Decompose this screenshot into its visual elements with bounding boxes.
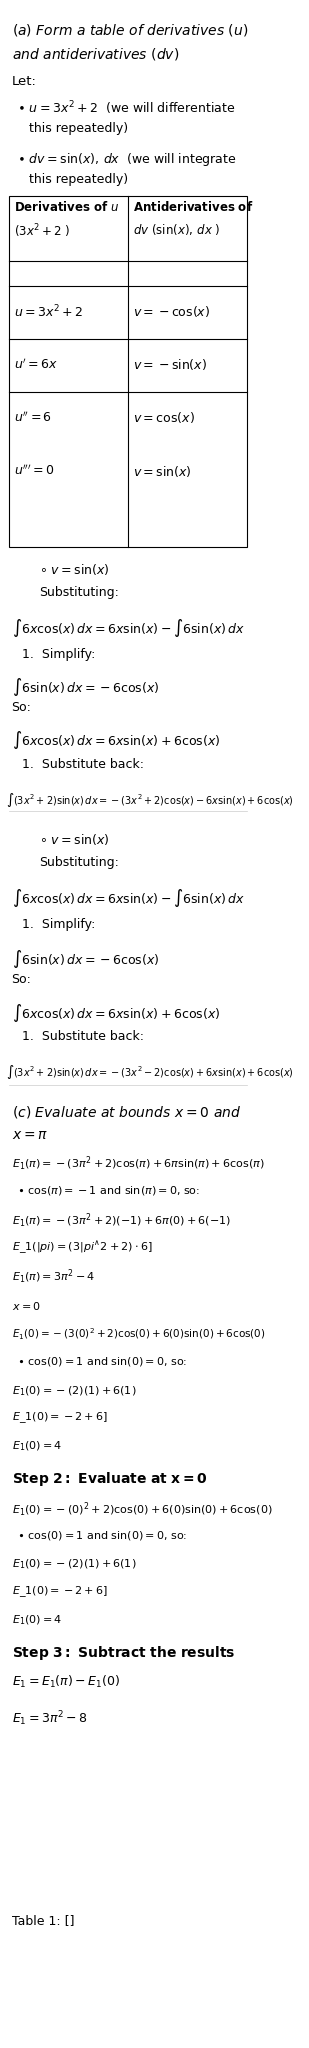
Text: So:: So: <box>11 973 32 985</box>
Text: $\int(3x^2+2)\sin(x)\,dx = -(3x^2+2)\cos(x) - 6x\sin(x)+6\cos(x)$: $\int(3x^2+2)\sin(x)\,dx = -(3x^2+2)\cos… <box>6 791 294 809</box>
Text: Substituting:: Substituting: <box>39 586 119 600</box>
Text: this repeatedly): this repeatedly) <box>29 174 128 186</box>
Text: $E\_1(0) = -2+6]$: $E\_1(0) = -2+6]$ <box>11 1411 108 1425</box>
Text: $u'' = 6$: $u'' = 6$ <box>14 410 52 424</box>
Bar <box>9 197 247 547</box>
Text: $dv\ (\sin(x),\,dx\ )$: $dv\ (\sin(x),\,dx\ )$ <box>133 223 221 238</box>
Text: $\int 6\sin(x)\,dx = -6\cos(x)$: $\int 6\sin(x)\,dx = -6\cos(x)$ <box>11 948 159 971</box>
Text: $\int 6\sin(x)\,dx = -6\cos(x)$: $\int 6\sin(x)\,dx = -6\cos(x)$ <box>11 676 159 698</box>
Text: $\mathbf{Step\ 2:\ Evaluate\ at}$ $\mathbf{x = 0}$: $\mathbf{Step\ 2:\ Evaluate\ at}$ $\math… <box>11 1470 207 1487</box>
Text: $\mathbf{Derivatives\ of}$ $\mathit{u}$: $\mathbf{Derivatives\ of}$ $\mathit{u}$ <box>14 201 119 213</box>
Text: 1.  Simplify:: 1. Simplify: <box>22 918 95 930</box>
Text: $E_1(0) = 4$: $E_1(0) = 4$ <box>11 1614 62 1626</box>
Text: Let:: Let: <box>11 76 36 88</box>
Text: $u''' = 0$: $u''' = 0$ <box>14 463 55 477</box>
Text: $E_1(\pi) = -(3\pi^2+2)(-1)+6\pi(0)+6(-1)$: $E_1(\pi) = -(3\pi^2+2)(-1)+6\pi(0)+6(-1… <box>11 1212 231 1231</box>
Text: $u' = 6x$: $u' = 6x$ <box>14 356 58 373</box>
Text: $\bf{\it{and\ antiderivatives\ (dv)}}$: $\bf{\it{and\ antiderivatives\ (dv)}}$ <box>11 47 179 61</box>
Text: Substituting:: Substituting: <box>39 856 119 868</box>
Text: $\int(3x^2+2)\sin(x)\,dx = -(3x^2-2)\cos(x) + 6x\sin(x)+6\cos(x)$: $\int(3x^2+2)\sin(x)\,dx = -(3x^2-2)\cos… <box>6 1063 294 1081</box>
Text: $v = \cos(x)$: $v = \cos(x)$ <box>133 410 195 426</box>
Text: $\mathbf{Step\ 3:\ Subtract\ the\ results}$: $\mathbf{Step\ 3:\ Subtract\ the\ result… <box>11 1645 235 1661</box>
Text: $\bf{\it{(a)\ Form\ a\ table\ of\ derivatives\ (u)}}$: $\bf{\it{(a)\ Form\ a\ table\ of\ deriva… <box>11 23 248 37</box>
Text: So:: So: <box>11 700 32 715</box>
Text: $E_1(\pi) = 3\pi^2 - 4$: $E_1(\pi) = 3\pi^2 - 4$ <box>11 1268 95 1286</box>
Text: $\bf{\it{(c)\ Evaluate\ at\ bounds}}$ $\bf{\it{x = 0}}$ $\bf{\it{and}}$: $\bf{\it{(c)\ Evaluate\ at\ bounds}}$ $\… <box>11 1104 241 1120</box>
Text: $\bf{\it{x = \pi}}$: $\bf{\it{x = \pi}}$ <box>11 1128 48 1143</box>
Text: 1.  Substitute back:: 1. Substitute back: <box>22 1030 144 1042</box>
Text: $E_1(0) = -(0)^2+2)\cos(0)+6(0)\sin(0)+6\cos(0)$: $E_1(0) = -(0)^2+2)\cos(0)+6(0)\sin(0)+6… <box>11 1501 272 1520</box>
Text: $E_1 = 3\pi^2 - 8$: $E_1 = 3\pi^2 - 8$ <box>11 1710 87 1729</box>
Text: $v = -\cos(x)$: $v = -\cos(x)$ <box>133 303 210 319</box>
Text: $\int 6x\cos(x)\,dx = 6x\sin(x) + 6\cos(x)$: $\int 6x\cos(x)\,dx = 6x\sin(x) + 6\cos(… <box>11 729 220 752</box>
Text: 1.  Substitute back:: 1. Substitute back: <box>22 758 144 772</box>
Text: $E_1(0) = -(3(0)^2+2)\cos(0)+6(0)\sin(0)+6\cos(0)$: $E_1(0) = -(3(0)^2+2)\cos(0)+6(0)\sin(0)… <box>11 1327 265 1341</box>
Text: $\circ\ v = \sin(x)$: $\circ\ v = \sin(x)$ <box>39 831 110 846</box>
Text: $\circ\ v = \sin(x)$: $\circ\ v = \sin(x)$ <box>39 561 110 578</box>
Text: $\bullet\ \cos(\pi) = -1$ and $\sin(\pi) = 0$, so:: $\bullet\ \cos(\pi) = -1$ and $\sin(\pi)… <box>17 1184 200 1196</box>
Text: $\int 6x\cos(x)\,dx = 6x\sin(x) + 6\cos(x)$: $\int 6x\cos(x)\,dx = 6x\sin(x) + 6\cos(… <box>11 1001 220 1024</box>
Text: $\bullet\ \cos(0) = 1$ and $\sin(0) = 0$, so:: $\bullet\ \cos(0) = 1$ and $\sin(0) = 0$… <box>17 1356 187 1368</box>
Text: $E_1(\pi) = -(3\pi^2+2)\cos(\pi)+6\pi\sin(\pi)+6\cos(\pi)$: $E_1(\pi) = -(3\pi^2+2)\cos(\pi)+6\pi\si… <box>11 1155 264 1174</box>
Text: $x = 0$: $x = 0$ <box>11 1300 40 1313</box>
Text: $E\_1(|pi) = (3|pi^{\wedge}2+2)\cdot 6]$: $E\_1(|pi) = (3|pi^{\wedge}2+2)\cdot 6]$ <box>11 1239 152 1255</box>
Text: $u = 3x^2 + 2$: $u = 3x^2 + 2$ <box>14 303 83 322</box>
Text: this repeatedly): this repeatedly) <box>29 123 128 135</box>
Text: 1.  Simplify:: 1. Simplify: <box>22 647 95 662</box>
Text: $\bullet\ \cos(0) = 1$ and $\sin(0) = 0$, so:: $\bullet\ \cos(0) = 1$ and $\sin(0) = 0$… <box>17 1530 187 1542</box>
Text: $\int 6x\cos(x)\,dx = 6x\sin(x) - \int 6\sin(x)\,dx$: $\int 6x\cos(x)\,dx = 6x\sin(x) - \int 6… <box>11 616 244 639</box>
Text: $E\_1(0) = -2+6]$: $E\_1(0) = -2+6]$ <box>11 1585 108 1599</box>
Text: $E_1(0) = -(2)(1)+6(1)$: $E_1(0) = -(2)(1)+6(1)$ <box>11 1384 136 1397</box>
Text: $\bullet\ dv = \sin(x),\,dx\ $ (we will integrate: $\bullet\ dv = \sin(x),\,dx\ $ (we will … <box>17 152 236 168</box>
Text: $\int 6x\cos(x)\,dx = 6x\sin(x) - \int 6\sin(x)\,dx$: $\int 6x\cos(x)\,dx = 6x\sin(x) - \int 6… <box>11 887 244 909</box>
Text: Table 1: []: Table 1: [] <box>11 1913 74 1927</box>
Text: $v = \sin(x)$: $v = \sin(x)$ <box>133 463 192 479</box>
Text: $v = -\sin(x)$: $v = -\sin(x)$ <box>133 356 207 373</box>
Text: $\bullet\ u = 3x^2 + 2\ $ (we will differentiate: $\bullet\ u = 3x^2 + 2\ $ (we will diffe… <box>17 100 235 117</box>
Text: $(3x^2 + 2\ )$: $(3x^2 + 2\ )$ <box>14 223 70 240</box>
Text: $E_1(0) = 4$: $E_1(0) = 4$ <box>11 1440 62 1452</box>
Text: $\mathbf{Antiderivatives\ of}$: $\mathbf{Antiderivatives\ of}$ <box>133 201 253 213</box>
Text: $E_1 = E_1(\pi) - E_1(0)$: $E_1 = E_1(\pi) - E_1(0)$ <box>11 1675 120 1690</box>
Text: $E_1(0) = -(2)(1)+6(1)$: $E_1(0) = -(2)(1)+6(1)$ <box>11 1559 136 1571</box>
